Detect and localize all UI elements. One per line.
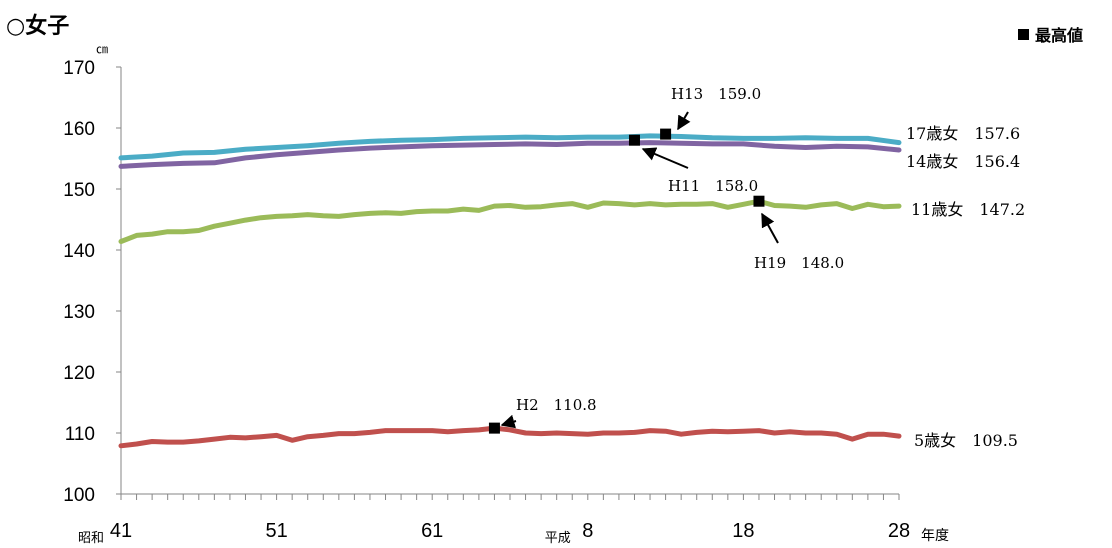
series-lines: 17歳女 157.6 14歳女 156.4 11歳女 147.2 5歳女 109.5 bbox=[118, 124, 1025, 450]
peak-marker bbox=[488, 422, 500, 434]
series-end-label: 5歳女 109.5 bbox=[914, 431, 1018, 450]
series-line bbox=[118, 140, 902, 169]
peak-arrow bbox=[761, 212, 779, 244]
peak-arrow bbox=[641, 147, 689, 169]
series-end-label: 17歳女 157.6 bbox=[906, 124, 1020, 143]
x-tick-label: 18 bbox=[732, 520, 754, 542]
legend: 最高値 bbox=[1018, 22, 1083, 46]
y-tick-label: 140 bbox=[63, 241, 95, 262]
peak-arrow bbox=[500, 414, 517, 429]
peak-label: H2 110.8 bbox=[516, 396, 597, 414]
y-tick-label: 110 bbox=[65, 424, 95, 445]
y-tick-label: 130 bbox=[63, 302, 95, 323]
x-tick-label: 61 bbox=[421, 520, 443, 542]
peak-label: H19 148.0 bbox=[754, 254, 844, 272]
y-tick-label: 160 bbox=[63, 119, 95, 140]
y-tick-label: 120 bbox=[63, 363, 95, 384]
peak-arrow bbox=[677, 111, 691, 131]
series-line bbox=[118, 133, 902, 161]
chart-title: ○女子 bbox=[6, 14, 70, 39]
x-tick-label: 28 bbox=[888, 520, 910, 542]
peak-marker bbox=[628, 134, 640, 146]
x-tick-prefix: 昭和 bbox=[78, 531, 104, 546]
peak-label: H13 159.0 bbox=[671, 85, 761, 103]
legend-label: 最高値 bbox=[1035, 26, 1084, 45]
x-tick-label: 41 bbox=[110, 520, 132, 542]
y-tick-label: 150 bbox=[63, 180, 95, 201]
x-tick-label: 8 bbox=[582, 520, 593, 542]
x-tick-prefix: 平成 bbox=[545, 531, 571, 546]
y-tick-label: 170 bbox=[63, 58, 95, 79]
x-tick-label: 51 bbox=[265, 520, 287, 542]
x-axis-label: 年度 bbox=[921, 528, 949, 544]
y-unit-label: ㎝ bbox=[96, 42, 109, 56]
series-line bbox=[118, 425, 902, 449]
axes: 100 110 120 130 140 150 160 170 41 昭和 51 61 8 平成 18 28 年… bbox=[63, 58, 949, 546]
series-line bbox=[118, 198, 902, 244]
legend-square-icon bbox=[1018, 28, 1029, 40]
peak-marker bbox=[660, 128, 672, 140]
series-end-label: 14歳女 156.4 bbox=[906, 152, 1020, 171]
peak-annotations: H13 159.0 H11 158.0 H19 148.0 H2 110.8 bbox=[488, 85, 844, 434]
series-end-label: 11歳女 147.2 bbox=[911, 200, 1025, 219]
peak-marker bbox=[753, 195, 765, 207]
y-tick-label: 100 bbox=[63, 485, 95, 506]
peak-label: H11 158.0 bbox=[668, 177, 758, 195]
